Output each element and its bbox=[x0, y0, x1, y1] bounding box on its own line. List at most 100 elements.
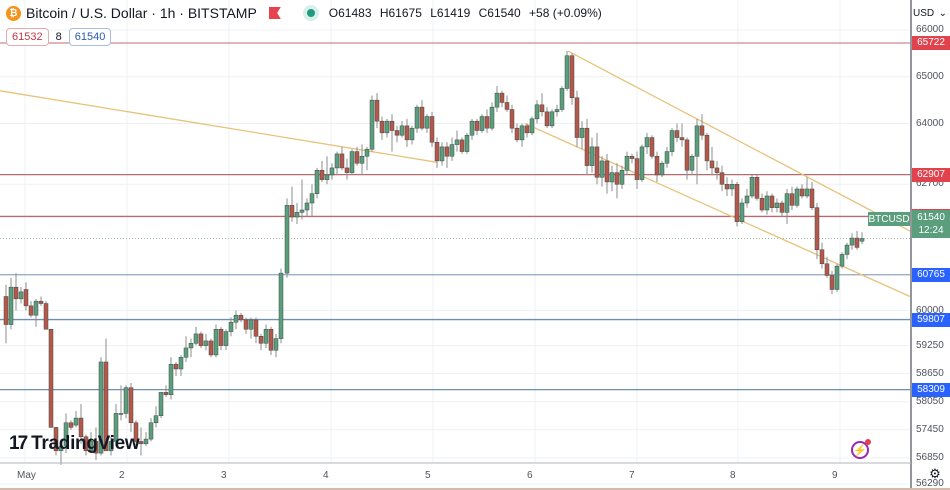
candle-body bbox=[809, 188, 815, 208]
candle-body bbox=[58, 445, 64, 452]
candle-body bbox=[549, 111, 555, 127]
candle-body bbox=[464, 134, 470, 152]
low-value: L61419 bbox=[430, 6, 471, 20]
market-status-icon bbox=[306, 9, 315, 17]
price-tick-label: 59250 bbox=[916, 339, 944, 351]
open-value: O61483 bbox=[328, 6, 372, 20]
candle-body bbox=[384, 120, 390, 134]
sell-button[interactable]: 61532 bbox=[6, 28, 49, 46]
candle-body bbox=[664, 151, 670, 164]
candle-body bbox=[409, 127, 415, 141]
candle-body bbox=[629, 155, 635, 159]
candle-body bbox=[434, 141, 440, 162]
candle-body bbox=[684, 139, 690, 171]
time-tick-label: 4 bbox=[323, 470, 329, 481]
candle-body bbox=[454, 139, 460, 145]
candle-body bbox=[704, 134, 710, 162]
candle-body bbox=[203, 340, 209, 346]
symbol-title[interactable]: Bitcoin / U.S. Dollar · 1h · BITSTAMP bbox=[26, 5, 257, 21]
candle-body bbox=[529, 118, 535, 134]
candle-body bbox=[649, 137, 655, 157]
close-value: C61540 bbox=[478, 6, 521, 20]
candle-body bbox=[163, 392, 169, 395]
candle-body bbox=[228, 321, 234, 332]
candle-body bbox=[559, 88, 565, 110]
candle-body bbox=[309, 193, 315, 204]
settings-icon[interactable]: ⚙ bbox=[929, 466, 941, 481]
candle-body bbox=[514, 127, 520, 141]
candle-body bbox=[88, 441, 94, 452]
trendline bbox=[524, 122, 911, 298]
trendline bbox=[0, 90, 438, 163]
candle-body bbox=[729, 184, 735, 190]
candle-body bbox=[569, 55, 575, 99]
candle-body bbox=[524, 125, 530, 134]
candle-body bbox=[18, 291, 24, 300]
candle-body bbox=[263, 328, 269, 344]
candle-body bbox=[339, 153, 345, 169]
candle-body bbox=[589, 146, 595, 166]
buy-button[interactable]: 61540 bbox=[68, 28, 112, 46]
candle-body bbox=[789, 193, 795, 206]
time-tick-label: 7 bbox=[629, 470, 635, 481]
candle-body bbox=[419, 106, 425, 129]
candle-body bbox=[474, 120, 480, 131]
candle-body bbox=[399, 125, 405, 136]
candle-body bbox=[78, 417, 84, 438]
bitcoin-icon: ₿ bbox=[6, 5, 21, 21]
candle-body bbox=[574, 97, 580, 138]
candle-body bbox=[178, 357, 184, 370]
price-tick-label: 65000 bbox=[916, 70, 944, 82]
ohlc-values: O61483 H61675 L61419 C61540 +58 (+0.09%) bbox=[329, 6, 607, 20]
candle-body bbox=[354, 151, 360, 164]
candle-body bbox=[3, 296, 9, 325]
time-tick-label: 3 bbox=[221, 470, 227, 481]
candle-body bbox=[118, 413, 124, 415]
candle-body bbox=[273, 338, 279, 351]
candle-body bbox=[138, 441, 144, 445]
candle-body bbox=[103, 361, 109, 452]
flag-icon[interactable] bbox=[268, 7, 281, 19]
price-tick-label: 62700 bbox=[916, 178, 944, 190]
time-tick-label: 8 bbox=[730, 470, 736, 481]
bolt-icon[interactable]: ⚡ bbox=[851, 441, 869, 459]
candle-body bbox=[359, 155, 365, 164]
level-price-tag: 62907 bbox=[912, 167, 950, 182]
candle-body bbox=[469, 120, 475, 136]
candle-body bbox=[213, 328, 219, 356]
candle-body bbox=[554, 109, 560, 113]
candle-body bbox=[188, 343, 194, 349]
candle-body bbox=[299, 209, 305, 213]
candle-body bbox=[499, 92, 505, 103]
candle-body bbox=[414, 106, 420, 129]
candle-body bbox=[389, 120, 395, 131]
candle-body bbox=[644, 137, 650, 148]
candle-body bbox=[233, 314, 239, 323]
candle-body bbox=[609, 172, 615, 183]
candle-body bbox=[494, 92, 500, 108]
candle-body bbox=[814, 207, 820, 251]
candle-body bbox=[198, 333, 204, 346]
time-tick-label: 6 bbox=[527, 470, 533, 481]
candle-body bbox=[193, 333, 199, 344]
tradingview-logo[interactable]: 17 TradingView bbox=[9, 433, 140, 455]
candle-body bbox=[289, 205, 295, 218]
candle-body bbox=[539, 104, 545, 113]
candle-body bbox=[319, 170, 325, 180]
candle-body bbox=[669, 130, 675, 152]
candle-body bbox=[33, 300, 39, 316]
price-tick-label: 58050 bbox=[916, 395, 944, 407]
candle-body bbox=[63, 422, 69, 447]
candle-body bbox=[749, 177, 755, 197]
level-price-tag: 59807 bbox=[912, 312, 950, 327]
candle-body bbox=[218, 328, 224, 346]
candle-body bbox=[579, 127, 585, 138]
candle-body bbox=[324, 174, 330, 180]
currency-select[interactable]: USD ⌄ bbox=[913, 4, 947, 22]
candle-body bbox=[444, 146, 450, 157]
price-tick-label: 64000 bbox=[916, 117, 944, 129]
candle-body bbox=[714, 167, 720, 173]
candle-body bbox=[83, 436, 89, 452]
candle-body bbox=[824, 263, 830, 276]
